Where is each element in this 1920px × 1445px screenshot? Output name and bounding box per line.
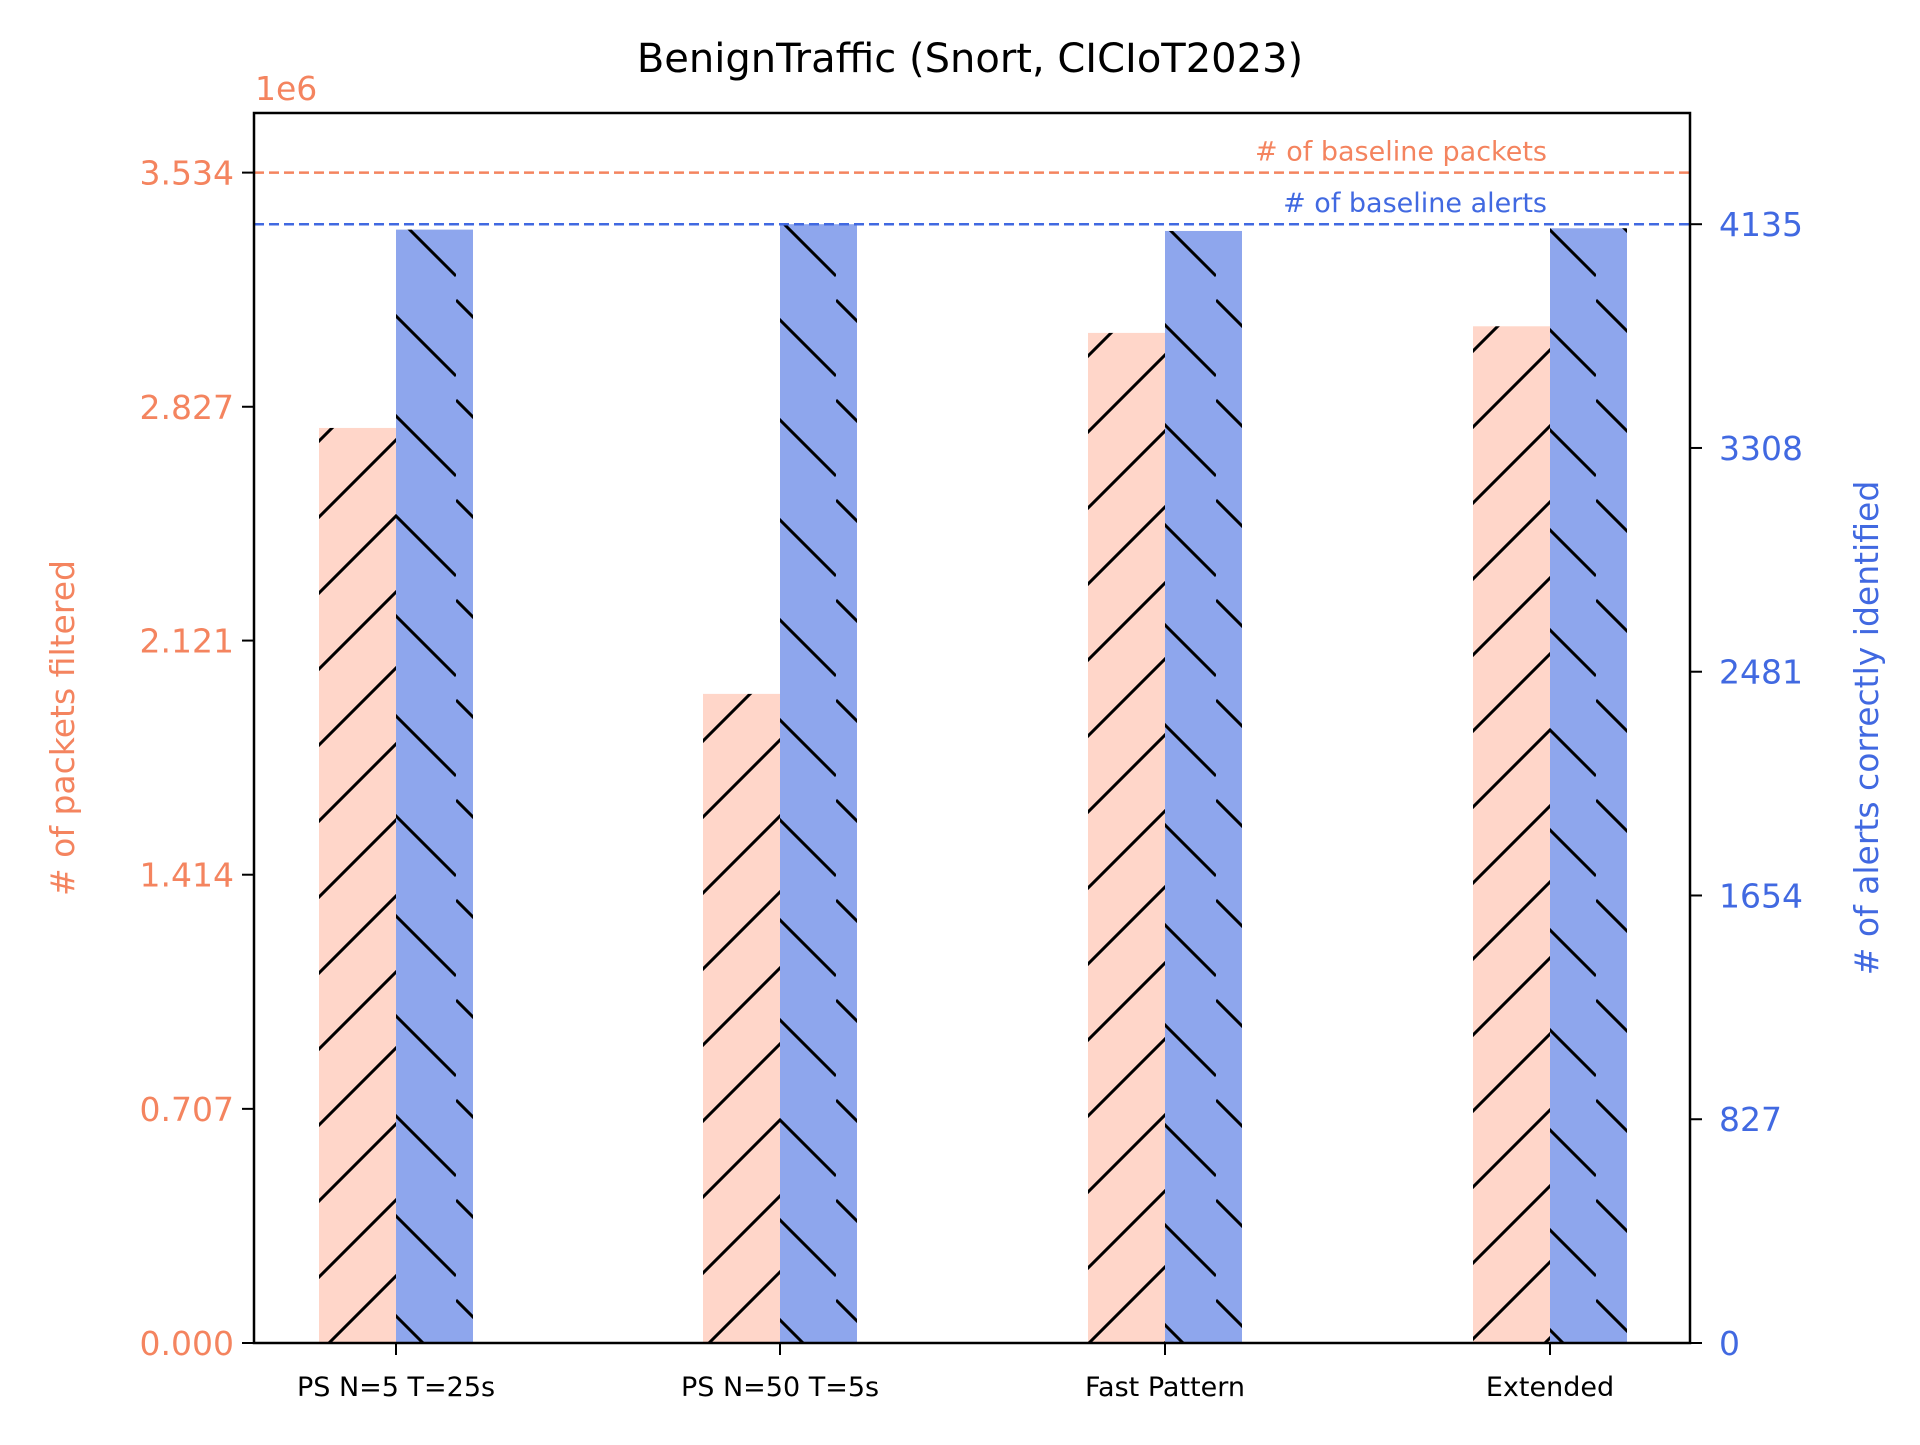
x-axis-ticks: PS N=5 T=25s PS N=50 T=5s Fast Pattern Exte…: [297, 1343, 1614, 1403]
bar-hatch-right-3: [1550, 228, 1627, 1344]
reference-lines: # of baseline packets # of baseline alert…: [254, 137, 1690, 226]
right-axis-ticks: 0 827 1654 2481 3308 4135: [1690, 205, 1803, 1363]
bar-hatch-right-1: [780, 224, 857, 1344]
left-tick-label: 1.414: [140, 856, 234, 895]
left-axis-offset-text: 1e6: [255, 69, 317, 108]
left-axis-label: # of packets filtered: [43, 560, 82, 896]
right-tick-label: 4135: [1719, 205, 1803, 244]
reference-line-label-right: # of baseline alerts: [1283, 188, 1547, 219]
right-axis-label: # of alerts correctly identified: [1847, 481, 1886, 976]
bar-hatch-left-0: [319, 427, 396, 1343]
x-tick-label: PS N=5 T=25s: [297, 1372, 495, 1403]
bar-hatch-right-2: [1165, 230, 1242, 1344]
bars-layer: [319, 224, 1627, 1344]
right-tick-label: 2481: [1719, 653, 1803, 692]
bar-hatch-left-1: [703, 693, 780, 1343]
left-tick-label: 0.707: [140, 1090, 234, 1129]
left-tick-label: 2.121: [140, 622, 234, 661]
plot-frame: [252, 111, 1692, 1345]
bar-hatch-right-0: [396, 229, 473, 1343]
right-tick-label: 3308: [1719, 429, 1803, 468]
reference-line-label-left: # of baseline packets: [1255, 137, 1547, 168]
x-tick-label: PS N=50 T=5s: [681, 1372, 879, 1403]
left-tick-label: 2.827: [140, 388, 234, 427]
bar-hatch-left-3: [1473, 326, 1550, 1343]
bar-hatch-left-2: [1088, 332, 1165, 1343]
x-tick-label: Extended: [1486, 1372, 1614, 1403]
chart-title: BenignTraffic (Snort, CICIoT2023): [637, 36, 1303, 82]
left-tick-label: 3.534: [140, 154, 234, 193]
right-tick-label: 0: [1719, 1324, 1740, 1363]
left-axis-ticks: 0.000 0.707 1.414 2.121 2.827 3.534: [140, 154, 254, 1363]
left-tick-label: 0.000: [140, 1324, 234, 1363]
right-tick-label: 1654: [1719, 876, 1803, 915]
x-tick-label: Fast Pattern: [1085, 1372, 1245, 1403]
right-tick-label: 827: [1719, 1100, 1782, 1139]
